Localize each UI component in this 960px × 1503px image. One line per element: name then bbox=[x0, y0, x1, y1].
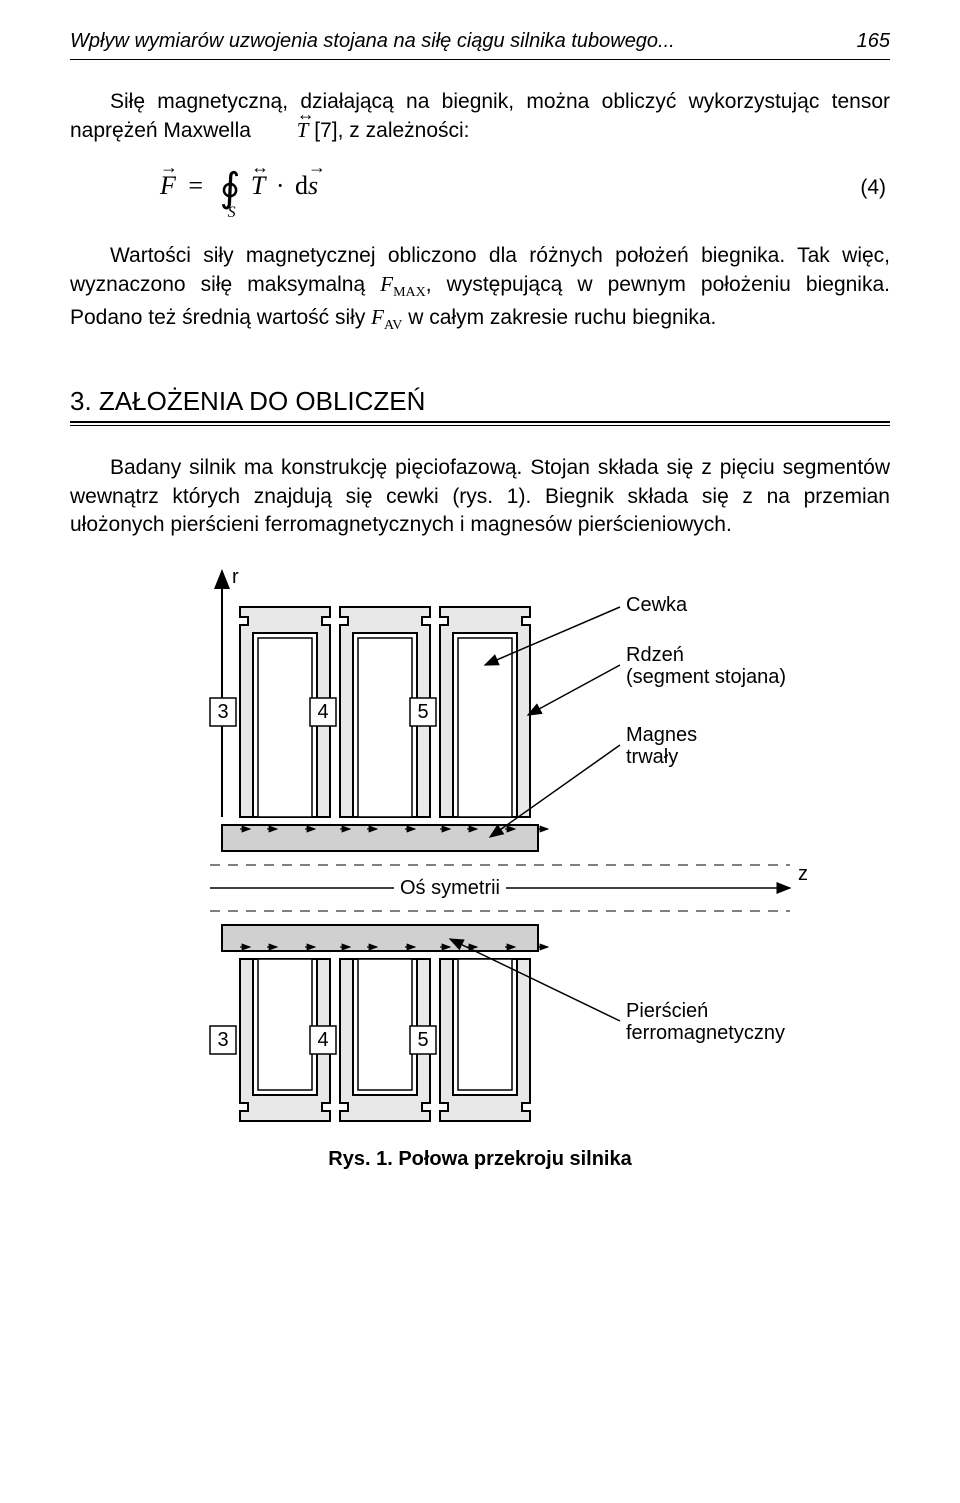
para1-text-b: [7], z zależności: bbox=[308, 119, 469, 142]
svg-text:3: 3 bbox=[217, 701, 228, 723]
double-arrow-icon: ↔ bbox=[251, 157, 265, 178]
paragraph-1: Siłę magnetyczną, działającą na biegnik,… bbox=[70, 88, 890, 146]
tensor-T: ↔T bbox=[257, 116, 309, 145]
svg-text:Pierścień: Pierścień bbox=[626, 1000, 708, 1022]
header-rule bbox=[70, 59, 890, 60]
svg-text:3: 3 bbox=[217, 1029, 228, 1051]
figure-1: r345Oś symetriiOś symetriiz345CewkaRdzeń… bbox=[70, 565, 890, 1171]
equation-number: (4) bbox=[860, 176, 890, 200]
f-av: FAV bbox=[371, 305, 402, 329]
running-header: Wpływ wymiarów uzwojenia stojana na siłę… bbox=[70, 30, 890, 53]
arrow-icon: → bbox=[308, 157, 318, 178]
svg-text:4: 4 bbox=[317, 1029, 328, 1051]
section-rule bbox=[70, 421, 890, 423]
paragraph-3: Badany silnik ma konstrukcję pięciofazow… bbox=[70, 454, 890, 539]
para1-text-a: Siłę magnetyczną, działającą na biegnik,… bbox=[70, 90, 890, 142]
f-max: FMAX bbox=[380, 272, 426, 296]
svg-text:Cewka: Cewka bbox=[626, 594, 688, 616]
svg-text:ferromagnetyczny: ferromagnetyczny bbox=[626, 1022, 785, 1044]
arrow-icon: → bbox=[160, 157, 176, 178]
tensor-T-eq: ↔T bbox=[251, 171, 265, 201]
svg-text:(segment stojana): (segment stojana) bbox=[626, 666, 786, 688]
svg-text:z: z bbox=[798, 863, 808, 885]
vec-s: →s bbox=[308, 171, 318, 201]
figure-caption: Rys. 1. Połowa przekroju silnika bbox=[70, 1148, 890, 1171]
svg-text:Magnes: Magnes bbox=[626, 724, 697, 746]
double-arrow-icon: ↔ bbox=[257, 102, 309, 126]
svg-text:5: 5 bbox=[417, 701, 428, 723]
svg-text:trwały: trwały bbox=[626, 746, 678, 768]
svg-text:r: r bbox=[232, 566, 239, 588]
section-rule-thin bbox=[70, 425, 890, 426]
contour-integral: ∮ S bbox=[220, 168, 241, 208]
page-number: 165 bbox=[857, 30, 890, 53]
motor-cross-section-diagram: r345Oś symetriiOś symetriiz345CewkaRdzeń… bbox=[150, 565, 810, 1125]
section-3-title: 3. ZAŁOŻENIA DO OBLICZEŃ bbox=[70, 386, 890, 417]
equation-4: →F = ∮ S ↔T · d→s (4) bbox=[70, 168, 890, 208]
svg-text:Oś symetrii: Oś symetrii bbox=[400, 877, 500, 899]
vec-F: →F bbox=[160, 171, 176, 201]
svg-text:4: 4 bbox=[317, 701, 328, 723]
paragraph-2: Wartości siły magnetycznej obliczono dla… bbox=[70, 242, 890, 337]
svg-text:5: 5 bbox=[417, 1029, 428, 1051]
running-title: Wpływ wymiarów uzwojenia stojana na siłę… bbox=[70, 30, 675, 53]
equation-body: →F = ∮ S ↔T · d→s bbox=[160, 168, 860, 208]
para2-c: w całym zakresie ruchu biegnika. bbox=[402, 306, 716, 329]
svg-text:Rdzeń: Rdzeń bbox=[626, 644, 684, 666]
